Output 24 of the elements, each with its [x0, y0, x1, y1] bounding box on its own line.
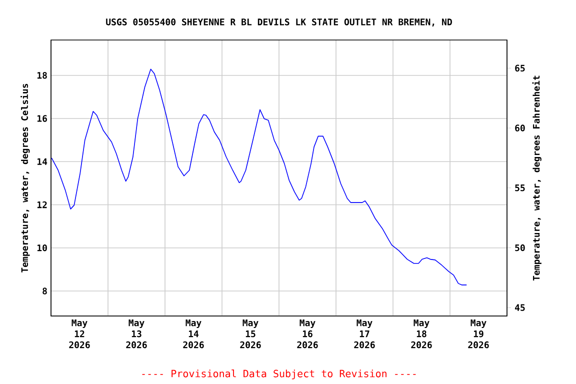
y-axis-title: Temperature, water, degrees Celsius [20, 84, 30, 272]
y2-tick-label: 50 [515, 244, 525, 252]
line-series [51, 68, 468, 286]
x-tick-label: May 16 2026 [297, 320, 318, 348]
y-tick-label: 10 [37, 244, 47, 252]
x-tick-label: May 13 2026 [126, 320, 147, 348]
y-tick-label: 14 [37, 158, 48, 165]
chart-title: USGS 05055400 SHEYENNE R BL DEVILS LK STATE OUTLET NR BREMEN, ND [106, 18, 452, 26]
x-tick-label: May 18 2026 [411, 320, 432, 348]
x-tick-label: May 17 2026 [354, 320, 375, 348]
x-tick-label: May 15 2026 [240, 320, 261, 348]
y2-tick-label: 55 [515, 184, 525, 192]
text: ---- Provisional Data Subject to Revision ---- [142, 370, 416, 380]
x-tick-label: May 12 2026 [69, 320, 90, 348]
y-tick-label: 16 [37, 115, 47, 122]
y2-tick-label: 60 [515, 124, 525, 132]
y2-tick-label: 65 [515, 64, 525, 72]
y-tick-label: 8 [42, 288, 47, 294]
y-tick-label: 18 [37, 72, 47, 79]
y-tick-label: 12 [37, 201, 47, 208]
y2-tick-label: 45 [514, 304, 525, 311]
x-tick-label: May 19 2026 [468, 320, 489, 348]
y2-axis-title: Temperature, water, degrees Fahrenheit [532, 76, 542, 281]
x-tick-label: May 14 2026 [183, 320, 204, 348]
